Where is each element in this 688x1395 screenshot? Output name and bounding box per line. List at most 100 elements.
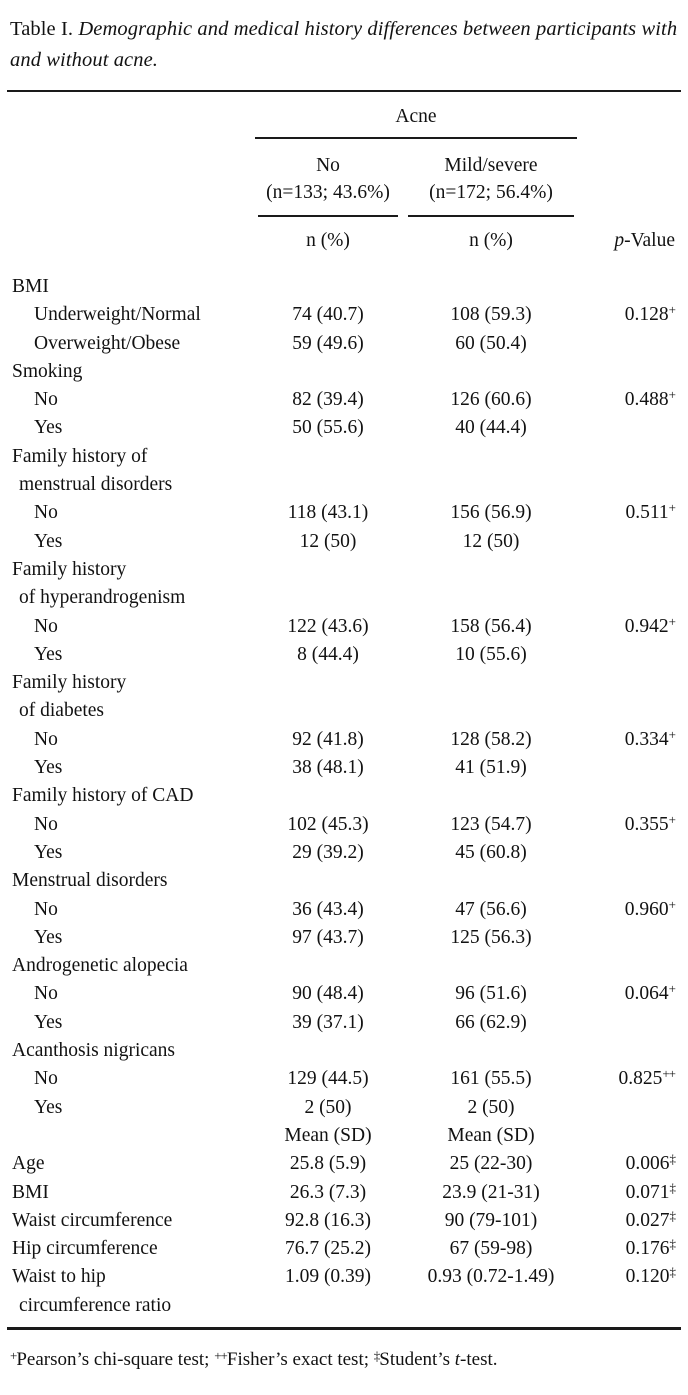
cell-p-value: 0.942+	[579, 613, 681, 641]
cell-mild-severe: 108 (59.3)	[450, 304, 532, 326]
row-label-cell: Yes	[7, 1009, 253, 1037]
column-header-no-acne: No (n=133; 43.6%)	[258, 152, 398, 217]
row-label-line1: BMI	[12, 1181, 49, 1203]
table-row: BMI	[7, 273, 681, 301]
p-value: 0.027	[625, 1209, 670, 1231]
table-row: Yes 38 (48.1) 41 (51.9)	[7, 754, 681, 782]
cell-no-acne: 12 (50)	[299, 530, 357, 552]
row-label-cell: Yes	[7, 641, 253, 669]
cell-no-acne: 59 (49.6)	[292, 332, 364, 354]
row-label-line1: Yes	[34, 841, 63, 863]
cell-mild-severe: 66 (62.9)	[455, 1011, 527, 1033]
row-label-cell: No	[7, 613, 253, 641]
table-row: No 102 (45.3) 123 (54.7) 0.355+	[7, 811, 681, 839]
table-row: Yes 50 (55.6) 40 (44.4)	[7, 414, 681, 442]
header-subrow: n (%) n (%) p-Value	[7, 217, 681, 264]
cell-no-acne: 74 (40.7)	[292, 304, 364, 326]
p-value: 0.064	[624, 983, 669, 1005]
footnote-text-student-b: -test.	[460, 1348, 498, 1370]
row-label-line1: BMI	[12, 276, 49, 297]
cell-no-acne: 50 (55.6)	[292, 417, 364, 439]
row-label-cell: Waist circumference	[7, 1207, 253, 1235]
table-row: Hip circumference 76.7 (25.2) 67 (59-98)…	[7, 1235, 681, 1263]
row-label-line1: Menstrual disorders	[12, 870, 168, 892]
footnote-marker-fisher: ++	[214, 1347, 228, 1363]
row-label-line1: Overweight/Obese	[34, 332, 181, 354]
table-row: Family history of CAD	[7, 782, 681, 810]
column-header-p-value: p-Value	[614, 230, 675, 251]
p-marker: +	[668, 981, 676, 997]
subheader-n-pct-mild: n (%)	[469, 230, 513, 251]
table-row: BMI 26.3 (7.3) 23.9 (21-31) 0.071‡	[7, 1179, 681, 1207]
footnote-marker-student: ‡	[373, 1347, 380, 1363]
p-value: 0.488	[624, 389, 669, 411]
table-row: Family history of menstrual disorders	[7, 443, 681, 500]
table-row: Waist to hip circumference ratio 1.09 (0…	[7, 1263, 681, 1320]
table-row: No 118 (43.1) 156 (56.9) 0.511+	[7, 499, 681, 527]
cell-mild-severe: 156 (56.9)	[450, 502, 532, 524]
row-label-cell: Overweight/Obese	[7, 330, 253, 358]
p-value: 0.006	[625, 1153, 670, 1175]
p-marker: ‡	[669, 1151, 676, 1167]
p-marker: +	[668, 811, 676, 827]
cell-mild-severe: 90 (79-101)	[444, 1209, 538, 1231]
row-label-cell: No	[7, 896, 253, 924]
p-marker: +	[668, 302, 676, 318]
row-label-cell: No	[7, 386, 253, 414]
row-label-line1: Family history of	[12, 445, 148, 467]
p-value: 0.511	[625, 502, 669, 524]
table-row: Yes 8 (44.4) 10 (55.6)	[7, 641, 681, 669]
table-caption: Demographic and medical history differen…	[10, 18, 678, 71]
p-marker: ‡	[669, 1236, 676, 1252]
row-label-cell: No	[7, 499, 253, 527]
p-marker: +	[668, 613, 676, 629]
footnote-text-student-a: Student’s	[379, 1348, 455, 1370]
row-label-line1: Androgenetic alopecia	[12, 955, 188, 977]
cell-no-acne: 29 (39.2)	[292, 841, 364, 863]
p-marker: +	[668, 726, 676, 742]
cell-no-acne: 129 (44.5)	[287, 1068, 369, 1090]
table-row: Yes 12 (50) 12 (50)	[7, 528, 681, 556]
cell-no-acne: 2 (50)	[304, 1096, 352, 1118]
p-value: 0.128	[624, 304, 669, 326]
column-header-no-line2: (n=133; 43.6%)	[266, 182, 390, 203]
row-label-cell: BMI	[7, 1179, 253, 1207]
cell-mild-severe: 40 (44.4)	[455, 417, 527, 439]
cell-p-value: 0.511+	[579, 499, 681, 527]
table-row: Yes 97 (43.7) 125 (56.3)	[7, 924, 681, 952]
row-label-line1: No	[34, 983, 58, 1005]
cell-mild-severe: 12 (50)	[462, 530, 520, 552]
cell-p-value: 0.960+	[579, 896, 681, 924]
cell-p-value: 0.825++	[579, 1065, 681, 1093]
table-row: Acanthosis nigricans	[7, 1037, 681, 1065]
column-header-mild-line2: (n=172; 56.4%)	[429, 182, 553, 203]
row-label-line2: circumference ratio	[19, 1294, 172, 1316]
row-label-line1: Acanthosis nigricans	[12, 1040, 176, 1062]
row-label-line1: No	[34, 898, 58, 920]
cell-no-acne: 118 (43.1)	[287, 502, 369, 524]
cell-p-value: 0.176‡	[579, 1235, 681, 1263]
cell-p-value: 0.355+	[579, 811, 681, 839]
cell-no-acne: 8 (44.4)	[297, 643, 359, 665]
cell-no-acne: 26.3 (7.3)	[289, 1181, 367, 1203]
table-row: Mean (SD) Mean (SD)	[7, 1122, 681, 1150]
cell-p-value: 0.006‡	[579, 1150, 681, 1178]
row-label-cell: No	[7, 726, 253, 754]
cell-mild-severe: 96 (51.6)	[455, 983, 527, 1005]
row-label-cell: Family history of diabetes	[7, 669, 253, 726]
p-marker: +	[668, 500, 676, 516]
row-label-cell: Androgenetic alopecia	[7, 952, 253, 980]
cell-no-acne: 92 (41.8)	[292, 728, 364, 750]
p-marker: ‡	[669, 1264, 676, 1280]
cell-p-value: 0.071‡	[579, 1179, 681, 1207]
p-marker: ++	[662, 1066, 676, 1082]
cell-no-acne: 82 (39.4)	[292, 389, 364, 411]
table-body: BMI Underweight/Normal 74 (40.7) 108 (59…	[7, 264, 681, 1327]
footnote-text-pearson: Pearson’s chi-square test;	[16, 1348, 215, 1370]
cell-p-value: 0.128+	[579, 301, 681, 329]
cell-no-acne: 76.7 (25.2)	[284, 1238, 372, 1260]
p-value: 0.960	[624, 898, 669, 920]
footnote-marker-pearson: +	[10, 1347, 17, 1363]
cell-no-acne: 39 (37.1)	[292, 1011, 364, 1033]
cell-p-value: 0.488+	[579, 386, 681, 414]
